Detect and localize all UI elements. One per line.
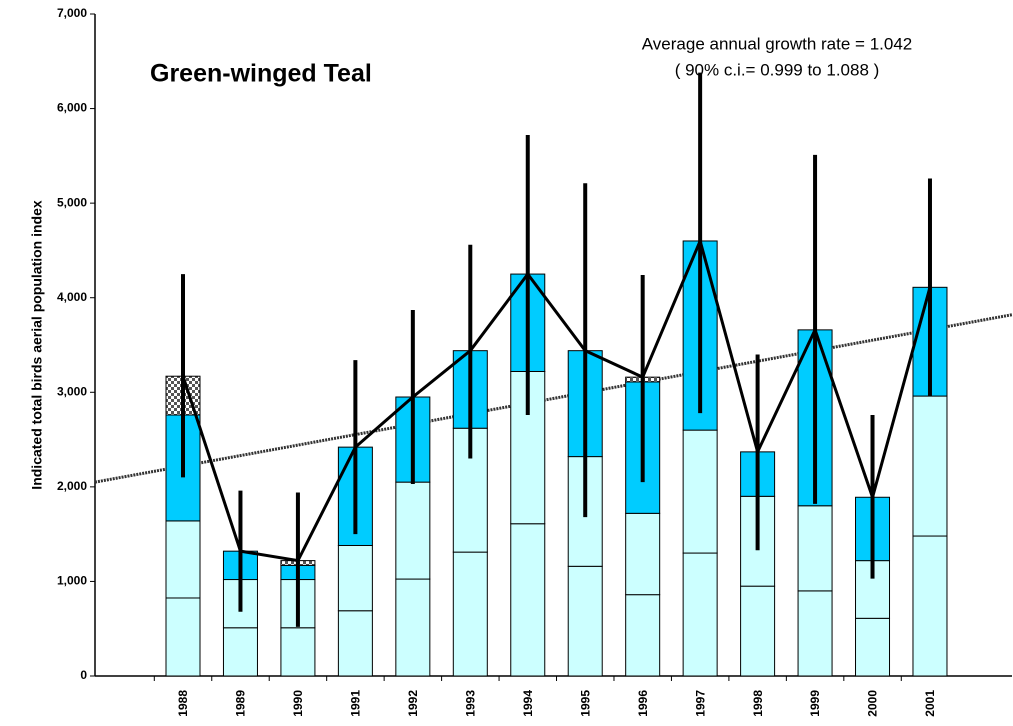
- bar-segment: [395, 481, 431, 580]
- x-tick-label: 1991: [349, 690, 363, 717]
- bar-segment: [682, 429, 718, 554]
- plot: 0 1,000 2,000 3,000 4,000 5,000 6,000 7,000 1988…: [57, 6, 1013, 717]
- x-tick-label: 1995: [578, 690, 592, 717]
- bar-segment: [625, 512, 661, 596]
- bar-segment: [395, 578, 431, 677]
- x-tick-label: 1992: [406, 690, 420, 717]
- bar-segment: [797, 590, 833, 677]
- bar-segment: [337, 544, 373, 612]
- y-tick-label: 2,000: [57, 479, 87, 493]
- bar-segment: [280, 627, 316, 677]
- y-tick-label: 5,000: [57, 195, 87, 209]
- bar-segment: [337, 610, 373, 677]
- y-axis-label: Indicated total birds aerial population …: [29, 200, 45, 490]
- x-tick-label: 1994: [521, 690, 535, 717]
- bar-segment: [567, 565, 603, 677]
- x-tick-label: 1999: [808, 690, 822, 717]
- bar-segment: [625, 594, 661, 677]
- x-tick-label: 2000: [866, 690, 880, 717]
- y-tick-label: 0: [80, 668, 87, 682]
- x-tick-label: 1996: [636, 690, 650, 717]
- x-tick-label: 1990: [291, 690, 305, 717]
- x-tick-label: 2001: [923, 690, 937, 717]
- bar-segment: [855, 617, 891, 677]
- bar-segment: [682, 552, 718, 677]
- annotation: ( 90% c.i.= 0.999 to 1.088 ): [675, 60, 880, 79]
- trend-line: [94, 313, 1013, 484]
- x-tick-label: 1988: [176, 690, 190, 717]
- y-tick-label: 1,000: [57, 574, 87, 588]
- x-tick-label: 1997: [693, 690, 707, 717]
- total-line: [181, 236, 932, 563]
- bar-segment: [912, 535, 948, 677]
- y-tick-label: 3,000: [57, 384, 87, 398]
- bar-segment: [912, 395, 948, 537]
- x-tick-label: 1998: [751, 690, 765, 717]
- x-tick-label: 1993: [463, 690, 477, 717]
- y-tick-label: 6,000: [57, 101, 87, 115]
- bar-segment: [452, 551, 488, 677]
- y-tick-label: 4,000: [57, 290, 87, 304]
- bar-segment: [222, 627, 258, 677]
- y-tick-label: 7,000: [57, 6, 87, 20]
- bar-segment: [165, 597, 201, 677]
- chart-title: Green-winged Teal: [150, 60, 372, 88]
- bar-segment: [510, 523, 546, 677]
- bar-segment: [855, 560, 891, 619]
- annotation: Average annual growth rate = 1.042: [642, 34, 912, 53]
- bar-segment: [797, 505, 833, 592]
- bar-segment: [740, 585, 776, 677]
- x-tick-label: 1989: [234, 690, 248, 717]
- bar-segment: [165, 520, 201, 599]
